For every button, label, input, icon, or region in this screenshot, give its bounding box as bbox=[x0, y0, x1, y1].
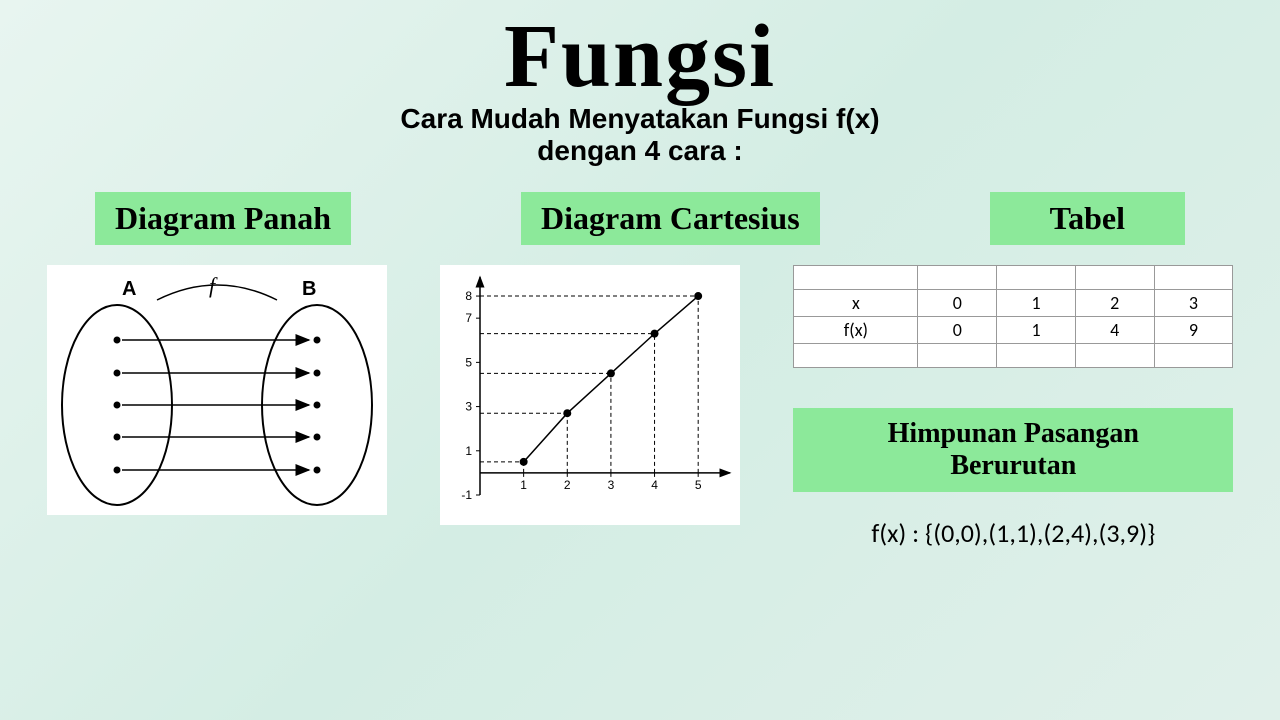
cartesius-svg: -1 1 3 5 7 8 1 2 3 4 5 bbox=[440, 265, 740, 525]
table-row-fx: f(x) 0 1 4 9 bbox=[794, 317, 1233, 344]
label-tabel: Tabel bbox=[990, 192, 1185, 245]
svg-text:5: 5 bbox=[695, 478, 702, 492]
table-cell: 2 bbox=[1075, 290, 1154, 317]
svg-text:1: 1 bbox=[520, 478, 527, 492]
set-b-label: B bbox=[302, 278, 316, 300]
label-arrow-diagram: Diagram Panah bbox=[95, 192, 351, 245]
svg-text:3: 3 bbox=[608, 478, 615, 492]
set-notation-text: f(x) : {(0,0),(1,1),(2,4),(3,9)} bbox=[793, 517, 1233, 549]
table-cell: f(x) bbox=[794, 317, 918, 344]
arrow-diagram-panel: A B f bbox=[47, 265, 387, 515]
table-cell: x bbox=[794, 290, 918, 317]
arrows-group bbox=[113, 337, 320, 474]
svg-text:3: 3 bbox=[465, 400, 472, 414]
table-empty-row bbox=[794, 266, 1233, 290]
table-cell: 9 bbox=[1154, 317, 1233, 344]
himpunan-line1: Himpunan Pasangan bbox=[813, 418, 1213, 450]
subtitle-line2: dengan 4 cara : bbox=[0, 135, 1280, 167]
table-cell: 4 bbox=[1075, 317, 1154, 344]
function-table: x 0 1 2 3 f(x) 0 1 4 9 bbox=[793, 265, 1233, 368]
set-a-label: A bbox=[122, 278, 136, 300]
arrow-diagram-svg: A B f bbox=[47, 265, 387, 515]
labels-row: Diagram Panah Diagram Cartesius Tabel bbox=[0, 192, 1280, 245]
label-himpunan: Himpunan Pasangan Berurutan bbox=[793, 408, 1233, 492]
svg-text:1: 1 bbox=[465, 444, 472, 458]
himpunan-line2: Berurutan bbox=[813, 450, 1213, 482]
svg-text:7: 7 bbox=[465, 311, 472, 325]
svg-text:2: 2 bbox=[564, 478, 571, 492]
svg-text:8: 8 bbox=[465, 289, 472, 303]
label-cartesius: Diagram Cartesius bbox=[521, 192, 820, 245]
cartesius-panel: -1 1 3 5 7 8 1 2 3 4 5 bbox=[440, 265, 740, 525]
table-cell: 3 bbox=[1154, 290, 1233, 317]
table-empty-row bbox=[794, 344, 1233, 368]
table-cell: 0 bbox=[918, 317, 997, 344]
svg-text:4: 4 bbox=[651, 478, 658, 492]
f-arc bbox=[157, 285, 277, 300]
table-cell: 0 bbox=[918, 290, 997, 317]
table-row-x: x 0 1 2 3 bbox=[794, 290, 1233, 317]
subtitle-line1: Cara Mudah Menyatakan Fungsi f(x) bbox=[0, 103, 1280, 135]
table-cell: 1 bbox=[997, 317, 1076, 344]
svg-text:-1: -1 bbox=[461, 488, 472, 502]
content-row: A B f bbox=[0, 265, 1280, 549]
right-column: x 0 1 2 3 f(x) 0 1 4 9 Himpunan Pasangan… bbox=[793, 265, 1233, 549]
table-cell: 1 bbox=[997, 290, 1076, 317]
page-title: Fungsi bbox=[0, 0, 1280, 108]
svg-text:5: 5 bbox=[465, 355, 472, 369]
